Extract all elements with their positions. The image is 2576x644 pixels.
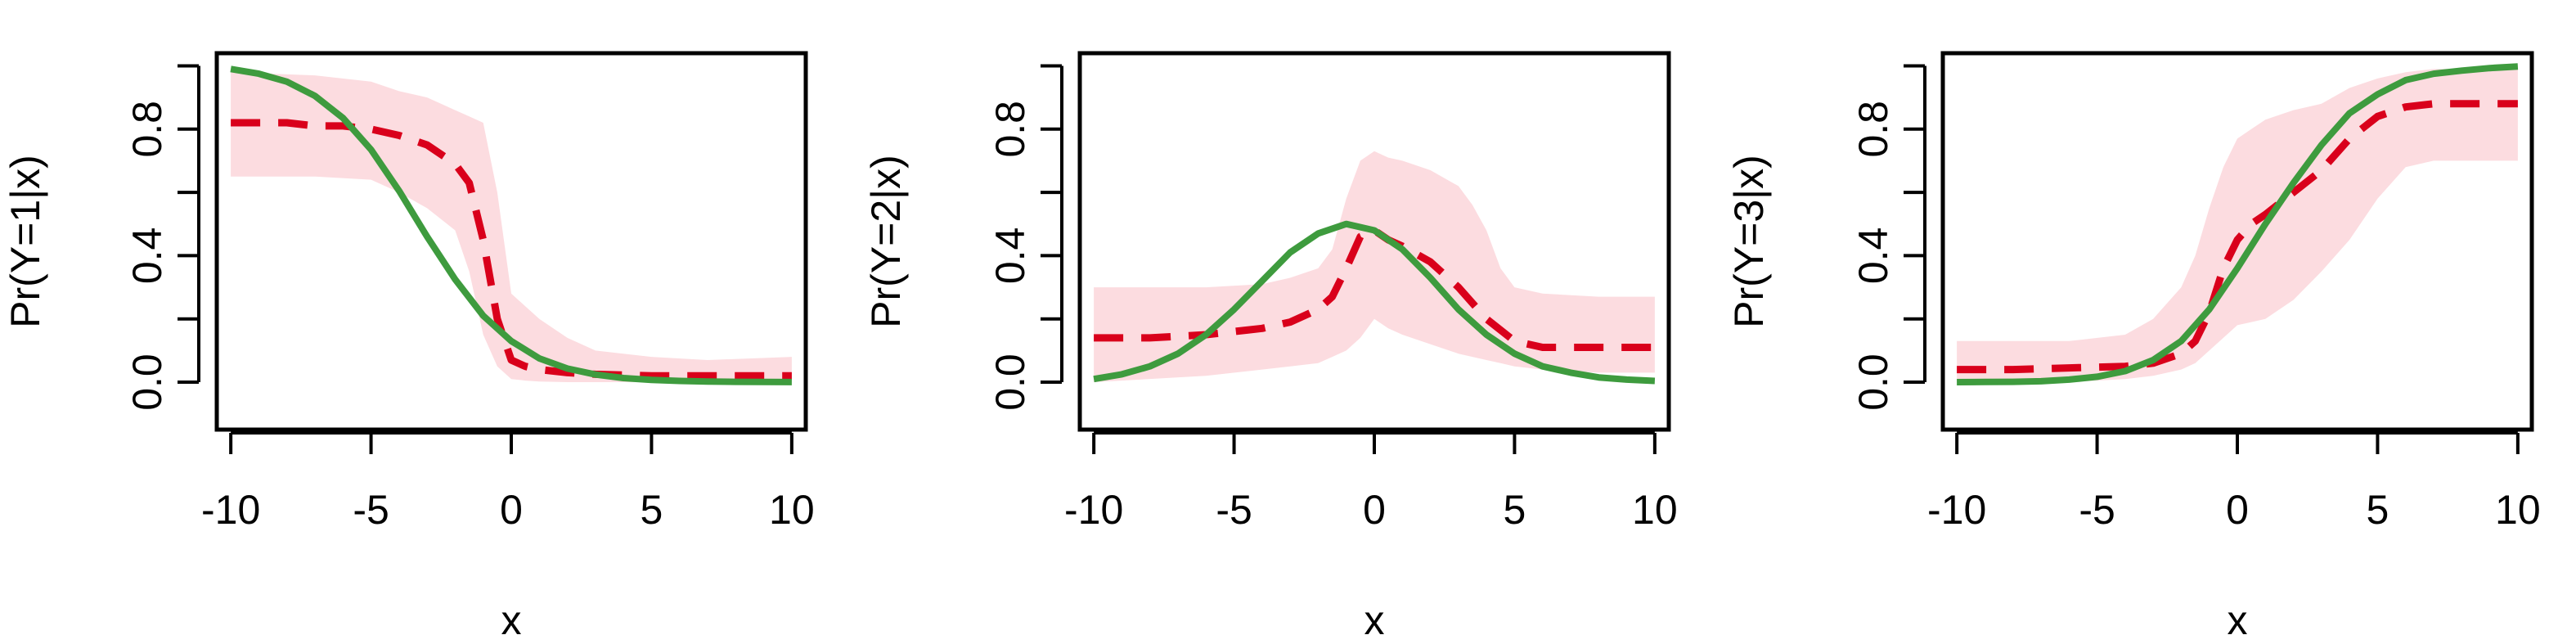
panel-3-confidence-band [1957,65,2518,382]
panel-3-y-tick-label: 0.8 [1850,101,1896,158]
panel-2-y-tick-label: 0.0 [987,354,1033,411]
panel-3-y-tick-label: 0.0 [1850,354,1896,411]
panel-3-x-tick-label: 5 [2367,487,2389,533]
panel-1-plot-frame [214,51,808,432]
panel-2-x-tick-label: 5 [1504,487,1526,533]
panel-1-y-tick-label: 0.8 [124,101,170,158]
panel-1-x-tick-label: 5 [641,487,663,533]
panel-1-y-axis-title: Pr(Y=1|x) [2,155,48,328]
panel-1-x-tick-label: 0 [500,487,523,533]
panel-2-true-line [1093,220,1656,385]
panel-2-x-tick-label: 0 [1363,487,1386,533]
panel-1-confidence-band [231,72,792,382]
panel-3-plot-frame [1940,51,2534,432]
panel-3-x-tick-label: 10 [2495,487,2541,533]
panel-2-y-tick-label: 0.4 [987,227,1033,285]
panel-2-x-axis-title: x [1364,597,1385,643]
panel-2-y-tick-label: 0.8 [987,101,1033,158]
panel-3-x-tick-label: -10 [1927,487,1986,533]
panel-3-x-tick-label: 0 [2226,487,2249,533]
panel-3-true-line [1957,63,2519,385]
panel-2-x-tick-label: -10 [1064,487,1123,533]
panel-3-y-axis-title: Pr(Y=3|x) [1726,155,1772,328]
panel-2-estimate-line [1094,227,1655,351]
panel-1-estimate-line [231,119,792,380]
panel-2-confidence-band [1094,151,1655,383]
panel-2-x-tick-label: 10 [1632,487,1678,533]
panel-1-true-line [230,65,792,385]
panel-1: -10 -5 0 5 10 0.0 0.4 0.8 x Pr(Y=1|x) [2,51,815,643]
panel-3: -10 -5 0 5 10 0.0 0.4 0.8 x Pr(Y=3|x) [1726,51,2541,643]
panel-3-x-axis-title: x [2228,597,2248,643]
panel-3-y-tick-label: 0.4 [1850,227,1896,285]
panel-1-x-axis-title: x [501,597,522,643]
panel-2: -10 -5 0 5 10 0.0 0.4 0.8 x Pr(Y=2|x) [863,51,1678,643]
panel-1-y-tick-label: 0.4 [124,227,170,285]
panel-1-x-tick-label: -10 [201,487,260,533]
panel-1-y-tick-label: 0.0 [124,354,170,411]
panel-2-plot-frame [1077,51,1671,432]
panel-1-x-tick-label: -5 [353,487,389,533]
panel-2-x-tick-label: -5 [1216,487,1252,533]
panel-1-x-tick-label: 10 [769,487,815,533]
panel-3-x-tick-label: -5 [2079,487,2115,533]
panel-2-y-axis-title: Pr(Y=2|x) [863,155,909,328]
